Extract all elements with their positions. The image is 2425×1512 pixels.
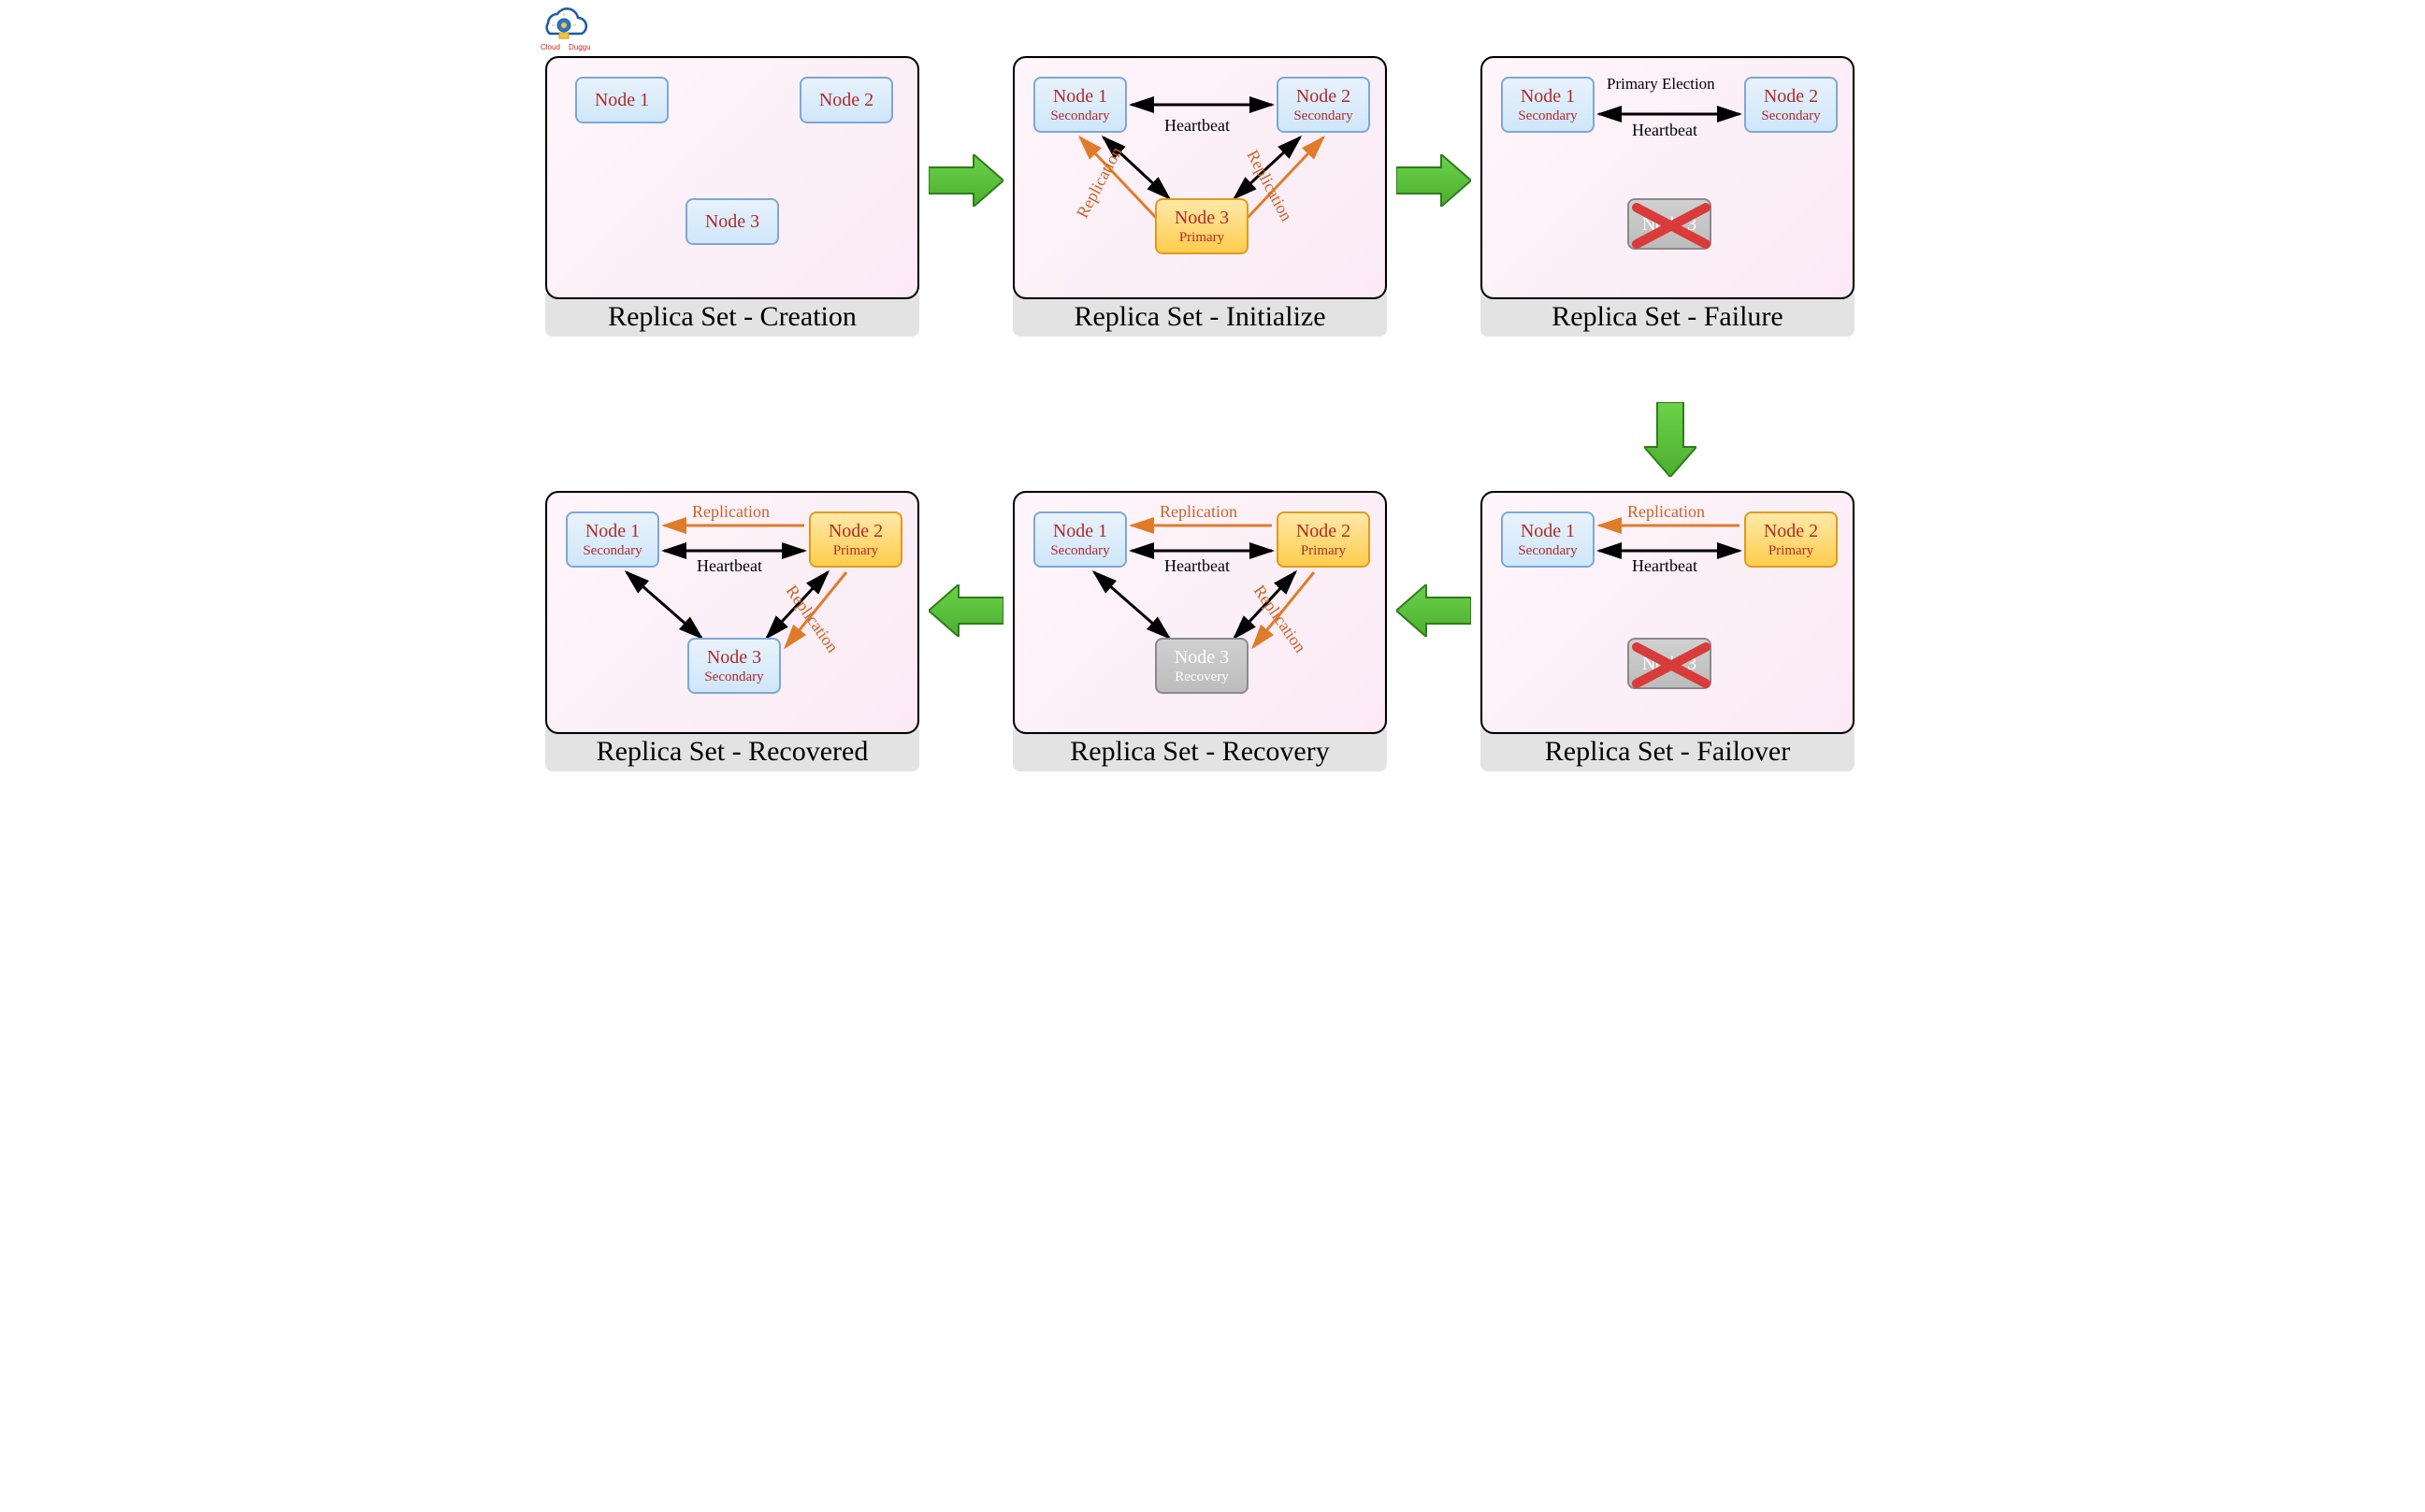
logo: Cloud Duggu xyxy=(531,5,597,56)
node-subtitle: Secondary xyxy=(583,543,642,559)
node-title: Node 2 xyxy=(1764,86,1818,107)
flow-arrow-left xyxy=(929,584,1003,637)
node-recovered-node3: Node 3 Secondary xyxy=(687,638,781,694)
node-title: Node 1 xyxy=(1053,521,1107,541)
node-recovered-node1: Node 1 Secondary xyxy=(566,511,659,568)
caption-recovery: Replica Set - Recovery xyxy=(1013,736,1387,768)
label-failure: Heartbeat xyxy=(1632,121,1697,140)
label-recovery: Replication xyxy=(1249,582,1310,656)
node-title: Node 2 xyxy=(829,521,883,541)
node-failover-node1: Node 1 Secondary xyxy=(1501,511,1595,568)
label-initialize: Replication xyxy=(1073,144,1127,222)
node-title: Node 2 xyxy=(1296,521,1350,541)
node-title: Node 1 xyxy=(595,90,649,110)
panel-initialize: Node 1SecondaryNode 2SecondaryNode 3Prim… xyxy=(1013,56,1387,299)
node-subtitle: Primary xyxy=(1301,543,1346,559)
flow-arrow-right xyxy=(929,154,1003,207)
panel-recovery: Node 1 Secondary Node 2 Primary Node 3 Recove… xyxy=(1013,491,1387,734)
node-title: Node 3 xyxy=(1175,208,1229,228)
label-initialize: Replication xyxy=(1242,147,1296,224)
node-creation-node2: Node 2 xyxy=(800,77,893,123)
node-subtitle: Secondary xyxy=(1050,108,1109,124)
node-creation-node1: Node 1 xyxy=(575,77,669,123)
node-initialize-node1: Node 1Secondary xyxy=(1033,77,1127,133)
flow-arrow-down xyxy=(1644,402,1696,477)
label-failure: Primary Election xyxy=(1607,75,1715,94)
caption-failure: Replica Set - Failure xyxy=(1480,301,1855,333)
node-subtitle: Secondary xyxy=(1518,543,1577,559)
node-subtitle: Primary xyxy=(1179,230,1224,246)
panel-recovered: Node 1 Secondary Node 2 Primary Node 3 Second… xyxy=(545,491,919,734)
caption-failover: Replica Set - Failover xyxy=(1480,736,1855,768)
node-subtitle: Primary xyxy=(833,543,878,559)
node-failure-node2: Node 2Secondary xyxy=(1744,77,1838,133)
panel-failure: Node 1SecondaryNode 2SecondaryNode 3 Pri… xyxy=(1480,56,1855,299)
node-subtitle: Secondary xyxy=(1293,108,1352,124)
label-recovered: Replication xyxy=(692,502,770,522)
node-title: Node 3 xyxy=(1175,647,1229,668)
panel-creation: Node 1 Node 2 Node 3 xyxy=(545,56,919,299)
logo-text-1: Cloud xyxy=(541,43,560,51)
logo-text-2: Duggu xyxy=(569,43,591,51)
node-title: Node 2 xyxy=(819,90,873,110)
label-failover: Replication xyxy=(1627,502,1705,522)
label-recovery: Heartbeat xyxy=(1164,556,1230,576)
node-recovered-node2: Node 2 Primary xyxy=(809,511,902,568)
node-creation-node3: Node 3 xyxy=(686,198,779,245)
node-title: Node 1 xyxy=(1521,86,1575,107)
node-failover-node3: Node 3 xyxy=(1627,638,1711,689)
node-recovery-node3: Node 3 Recovery xyxy=(1155,638,1249,694)
node-subtitle: Primary xyxy=(1768,543,1813,559)
node-failure-node1: Node 1Secondary xyxy=(1501,77,1595,133)
flow-arrow-left xyxy=(1396,584,1471,637)
flow-arrow-right xyxy=(1396,154,1471,207)
panel-failover: Node 1 Secondary Node 2 Primary Node 3 Repli… xyxy=(1480,491,1855,734)
node-failure-node3: Node 3 xyxy=(1627,198,1711,250)
node-initialize-node3: Node 3 Primary xyxy=(1155,198,1249,254)
node-title: Node 2 xyxy=(1296,86,1350,107)
node-subtitle: Secondary xyxy=(1518,108,1577,124)
label-initialize: Heartbeat xyxy=(1164,116,1230,136)
node-failover-node2: Node 2 Primary xyxy=(1744,511,1838,568)
node-title: Node 3 xyxy=(705,211,759,232)
caption-initialize: Replica Set - Initialize xyxy=(1013,301,1387,333)
node-recovery-node2: Node 2 Primary xyxy=(1277,511,1370,568)
node-title: Node 3 xyxy=(707,647,761,668)
node-subtitle: Recovery xyxy=(1175,670,1228,685)
label-recovered: Heartbeat xyxy=(697,556,762,576)
label-failover: Heartbeat xyxy=(1632,556,1697,576)
node-title: Node 1 xyxy=(585,521,640,541)
node-subtitle: Secondary xyxy=(704,670,763,685)
node-subtitle: Secondary xyxy=(1050,543,1109,559)
caption-creation: Replica Set - Creation xyxy=(545,301,919,333)
label-recovered: Replication xyxy=(782,582,843,656)
node-initialize-node2: Node 2Secondary xyxy=(1277,77,1370,133)
caption-recovered: Replica Set - Recovered xyxy=(545,736,919,768)
node-recovery-node1: Node 1 Secondary xyxy=(1033,511,1127,568)
label-recovery: Replication xyxy=(1160,502,1237,522)
node-subtitle: Secondary xyxy=(1761,108,1820,124)
node-title: Node 1 xyxy=(1521,521,1575,541)
node-title: Node 1 xyxy=(1053,86,1107,107)
node-title: Node 2 xyxy=(1764,521,1818,541)
diagram-canvas: Cloud Duggu Node 1 Node 2 Node 3 Replica Se… xyxy=(527,0,1898,856)
